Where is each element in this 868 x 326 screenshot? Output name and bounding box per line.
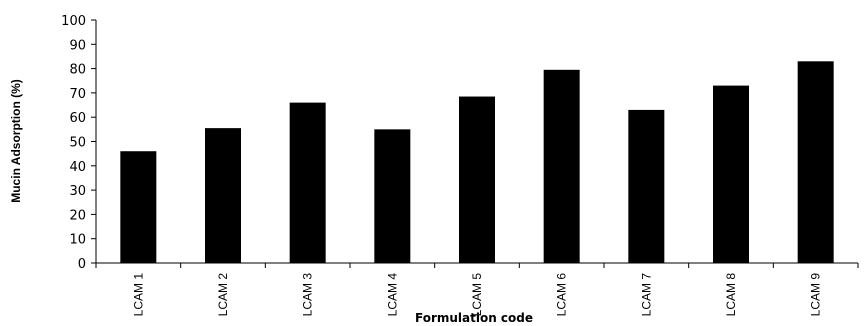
x-tick-label: LCAM 7 — [639, 273, 653, 317]
bar — [628, 109, 665, 263]
x-axis — [95, 262, 859, 268]
x-tick-label: LCAM 6 — [555, 273, 569, 317]
y-tick-label: 60 — [69, 111, 86, 126]
category-labels: LCAM 1 LCAM 2 LCAM 3 LCAM 4 LCAM 5 LCAM 6 LCAM… — [131, 273, 822, 317]
y-tick-label: 100 — [61, 14, 86, 29]
y-axis-title: Mucin Adsorption (%) — [9, 79, 23, 203]
x-tick-label: LCAM 4 — [385, 273, 399, 317]
y-axis: 0 10 20 30 40 50 60 70 80 90 100 — [61, 14, 97, 272]
bar — [120, 151, 157, 263]
y-tick-label: 0 — [78, 257, 86, 272]
bar — [713, 85, 749, 263]
x-axis-title: Formulation code — [415, 311, 533, 325]
bar — [289, 102, 326, 264]
y-tick-label: 10 — [69, 233, 86, 248]
bars — [120, 61, 834, 264]
x-tick-label: LCAM 5 — [470, 273, 484, 317]
x-tick-label: LCAM 9 — [809, 273, 823, 317]
bar — [797, 61, 834, 264]
bar — [543, 69, 580, 263]
y-tick-label: 40 — [69, 160, 86, 175]
x-tick-label: LCAM 1 — [131, 273, 145, 317]
y-tick-label: 30 — [69, 184, 86, 199]
y-tick-label: 20 — [69, 208, 86, 223]
bar — [374, 129, 411, 263]
bar — [205, 128, 241, 263]
bar — [459, 96, 495, 263]
x-tick-label: LCAM 3 — [301, 273, 315, 317]
y-tick-label: 70 — [69, 87, 86, 102]
y-tick-label: 80 — [69, 63, 86, 78]
y-tick-label: 50 — [69, 136, 86, 151]
x-tick-label: LCAM 8 — [724, 273, 738, 317]
x-tick-label: LCAM 2 — [216, 273, 230, 317]
y-tick-label: 90 — [69, 38, 86, 53]
